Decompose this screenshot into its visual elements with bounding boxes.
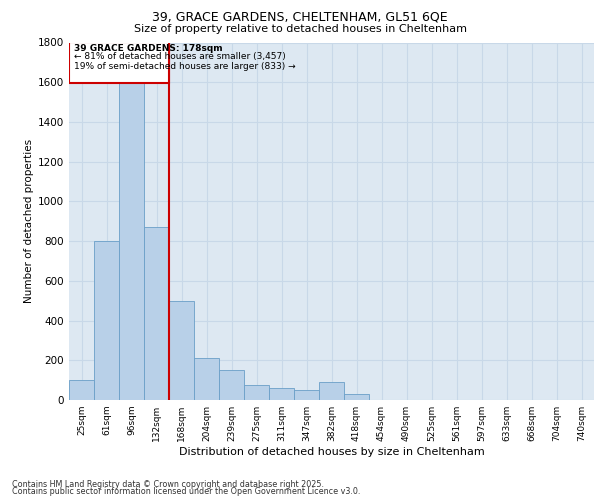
X-axis label: Distribution of detached houses by size in Cheltenham: Distribution of detached houses by size … — [179, 447, 484, 457]
Bar — [144, 227, 169, 400]
Bar — [244, 385, 269, 400]
Text: Contains public sector information licensed under the Open Government Licence v3: Contains public sector information licen… — [12, 487, 361, 496]
Text: Contains HM Land Registry data © Crown copyright and database right 2025.: Contains HM Land Registry data © Crown c… — [12, 480, 324, 489]
Bar — [69, 42, 169, 83]
Text: 19% of semi-detached houses are larger (833) →: 19% of semi-detached houses are larger (… — [74, 62, 296, 72]
Bar — [169, 300, 194, 400]
Bar — [219, 370, 244, 400]
Bar — [344, 394, 369, 400]
Bar — [319, 382, 344, 400]
Y-axis label: Number of detached properties: Number of detached properties — [24, 139, 34, 304]
Bar — [119, 72, 144, 400]
Bar — [194, 358, 219, 400]
Bar — [269, 388, 294, 400]
Bar — [69, 380, 94, 400]
Bar — [94, 241, 119, 400]
Text: Size of property relative to detached houses in Cheltenham: Size of property relative to detached ho… — [133, 24, 467, 34]
Text: ← 81% of detached houses are smaller (3,457): ← 81% of detached houses are smaller (3,… — [74, 52, 286, 62]
Bar — [294, 390, 319, 400]
Text: 39 GRACE GARDENS: 178sqm: 39 GRACE GARDENS: 178sqm — [74, 44, 223, 53]
Text: 39, GRACE GARDENS, CHELTENHAM, GL51 6QE: 39, GRACE GARDENS, CHELTENHAM, GL51 6QE — [152, 11, 448, 24]
